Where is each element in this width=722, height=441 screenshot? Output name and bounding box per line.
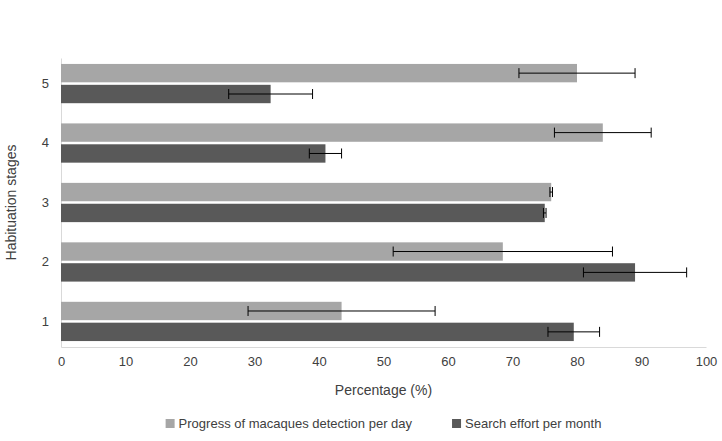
bar [61,144,325,162]
bar [61,64,577,82]
x-tick: 100 [696,347,718,369]
legend-label: Search effort per month [465,416,601,431]
x-tick: 80 [570,347,584,369]
legend: Progress of macaques detection per day Se… [166,416,602,431]
error-bar [543,208,546,218]
x-tick-label: 70 [506,354,520,369]
y-tick: 2 [42,254,61,269]
legend-swatch [452,419,461,428]
error-bar-line [554,128,651,138]
y-tick: 3 [42,195,61,210]
series [61,85,687,341]
x-tick-label: 10 [119,354,133,369]
error-bar [248,306,435,316]
legend-swatch [166,419,175,428]
x-axis-line [62,347,707,348]
legend-item: Progress of macaques detection per day [166,416,413,431]
error-bar [519,68,635,78]
x-axis: 0 10 20 30 40 50 60 70 80 90 100 [58,347,717,369]
x-tick-label: 40 [312,354,326,369]
x-tick: 50 [377,347,391,369]
plot: 0 10 20 30 40 50 60 70 80 90 100 1 2 3 4 5 [42,59,718,370]
x-axis-title: Percentage (%) [335,382,432,398]
x-tick-label: 30 [248,354,262,369]
error-bar [548,327,600,337]
bar [61,183,551,201]
y-tick-label: 4 [42,135,49,150]
x-tick: 60 [441,347,455,369]
series [61,64,651,320]
x-tick: 70 [506,347,520,369]
error-bar [393,247,612,257]
x-tick: 90 [635,347,649,369]
error-bar-line [248,306,435,316]
error-bar-line [583,267,686,277]
bar [61,323,574,341]
x-tick: 10 [119,347,133,369]
y-axis: 1 2 3 4 5 [42,59,62,348]
y-tick-label: 3 [42,195,49,210]
x-tick-label: 20 [183,354,197,369]
bar [61,263,635,281]
x-tick: 30 [248,347,262,369]
error-bar-line [548,327,600,337]
x-tick-label: 90 [635,354,649,369]
marks [61,64,687,341]
error-bar-line [543,208,546,218]
y-axis-title: Habituation stages [3,145,19,261]
x-tick: 40 [312,347,326,369]
x-tick-label: 80 [570,354,584,369]
y-tick: 5 [42,76,61,91]
x-tick-label: 0 [58,354,65,369]
y-tick-label: 2 [42,254,49,269]
error-bar-line [393,247,612,257]
error-bar-line [519,68,635,78]
y-tick: 4 [42,135,61,150]
y-tick-label: 5 [42,76,49,91]
legend-item: Search effort per month [452,416,601,431]
bar [61,123,603,141]
x-tick: 20 [183,347,197,369]
error-bar [229,89,313,99]
y-tick-label: 1 [42,314,49,329]
error-bar [550,187,553,197]
x-tick-label: 50 [377,354,391,369]
x-tick: 0 [58,347,65,369]
error-bar [554,128,651,138]
x-tick-label: 100 [696,354,718,369]
error-bar [309,148,341,158]
error-bar-line [550,187,553,197]
chart: 0 10 20 30 40 50 60 70 80 90 100 1 2 3 4 5 Percentage (%… [0,0,722,441]
error-bar-line [309,148,341,158]
error-bar-line [229,89,313,99]
x-tick-label: 60 [441,354,455,369]
legend-label: Progress of macaques detection per day [179,416,413,431]
y-tick: 1 [42,314,61,329]
bar [61,204,545,222]
error-bar [583,267,686,277]
